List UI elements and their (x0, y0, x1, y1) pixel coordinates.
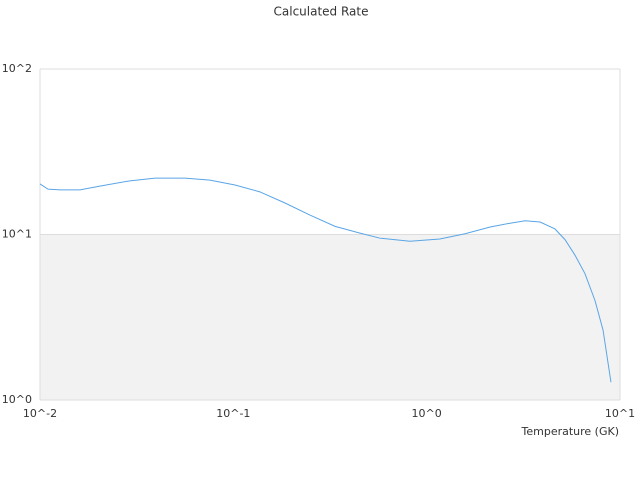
plot-band (40, 234, 620, 400)
y-tick-label: 10^1 (2, 228, 32, 241)
chart-title: Calculated Rate (274, 5, 369, 19)
x-axis-label: Temperature (GK) (521, 425, 620, 438)
y-tick-label: 10^2 (2, 62, 32, 75)
y-tick-label: 10^0 (2, 393, 32, 406)
x-tick-label: 10^1 (605, 407, 635, 420)
x-tick-label: 10^0 (412, 407, 442, 420)
x-tick-label: 10^-1 (216, 407, 250, 420)
data-line (39, 177, 612, 383)
x-tick-label: 10^-2 (23, 407, 57, 420)
